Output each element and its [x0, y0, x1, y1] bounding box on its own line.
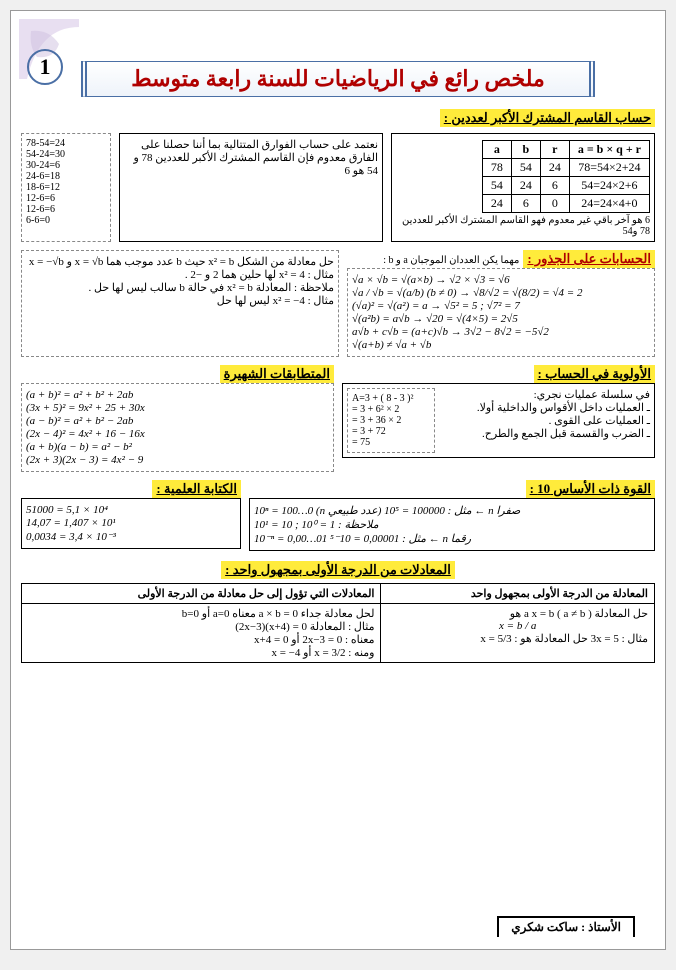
roots-col: الحسابات على الجذور : مهما يكن العددان ا…	[347, 250, 655, 357]
footer-author: الأستاذ : ساكت شكري	[497, 916, 635, 937]
row-gcd: a b r a = b × q + r 78542478=54×2+24 542…	[21, 133, 655, 242]
eq1-heading: المعادلات من الدرجة الأولى بمجهول واحد :	[21, 561, 655, 579]
gcd-note: 6 هو آخر باقي غير معدوم فهو القاسم المشت…	[396, 215, 650, 237]
gcd-th: b	[511, 141, 540, 159]
page-number: 1	[27, 49, 63, 85]
author-name: ساكت شكري	[511, 920, 578, 934]
gcd-explain: نعتمد على حساب الفوارق المتتالية بما أنن…	[133, 139, 378, 177]
eq1-c1: حل المعادلة a x = b ( a ≠ b ) هو x = b /…	[381, 604, 655, 663]
gcd-th: r	[540, 141, 569, 159]
identities-box: (a + b)² = a² + b² + 2ab (3x + 5)² = 9x²…	[21, 383, 334, 472]
section-title-gcd: حساب القاسم المشترك الأكبر لعددين :	[440, 109, 655, 127]
p10-box: 10ⁿ = 100…0 (n عدد طبيعي) مثل : 100000 =…	[249, 498, 655, 551]
sci-box: 51000 = 5,1 × 10⁴ 14,07 = 1,407 × 10¹ 0,…	[21, 498, 241, 549]
page: 1 ملخص رائع في الرياضيات للسنة رابعة متو…	[10, 10, 666, 950]
eq1-h2: المعادلات التي تؤول إلى حل معادلة من الد…	[22, 584, 381, 604]
quad-box: حل معادلة من الشكل x² = b حيث b عدد موجب…	[21, 250, 339, 357]
priority-box: في سلسلة عمليات نجري: ـ العمليات داخل ال…	[342, 383, 655, 458]
quad-l: حل معادلة من الشكل x² = b حيث b عدد موجب…	[26, 255, 334, 268]
roots-subtitle: مهما يكن العددان الموجبان a و b :	[383, 255, 519, 266]
p10-col: القوة ذات الأساس 10 : 10ⁿ = 100…0 (n عدد…	[249, 480, 655, 551]
gcd-explain-box: نعتمد على حساب الفوارق المتتالية بما أنن…	[119, 133, 383, 242]
sci-col: الكتابة العلمية : 51000 = 5,1 × 10⁴ 14,0…	[21, 480, 241, 551]
eq1-table: المعادلة من الدرجة الأولى بمجهول واحد ال…	[21, 583, 655, 663]
roots-box: √a × √b = √(a×b) → √2 × √3 = √6 √a / √b …	[347, 268, 655, 357]
section-title-eq1: المعادلات من الدرجة الأولى بمجهول واحد :	[221, 561, 455, 579]
section-title-priority: الأولوية في الحساب :	[534, 365, 655, 383]
gcd-th: a = b × q + r	[569, 141, 649, 159]
gcd-table-box: a b r a = b × q + r 78542478=54×2+24 542…	[391, 133, 655, 242]
gcd-table: a b r a = b × q + r 78542478=54×2+24 542…	[482, 140, 650, 213]
gcd-diffs-box: 78-54=24 54-24=30 30-24=6 24-6=18 18-6=1…	[21, 133, 111, 242]
section-title-identities: المتطابقات الشهيرة	[220, 365, 334, 383]
priority-col: الأولوية في الحساب : في سلسلة عمليات نجر…	[342, 365, 655, 472]
section-title-p10: القوة ذات الأساس 10 :	[526, 480, 655, 498]
author-label: الأستاذ :	[581, 920, 621, 934]
gcd-th: a	[482, 141, 511, 159]
section-title-sci: الكتابة العلمية :	[152, 480, 241, 498]
eq1-h1: المعادلة من الدرجة الأولى بمجهول واحد	[381, 584, 655, 604]
page-title: ملخص رائع في الرياضيات للسنة رابعة متوسط	[81, 61, 595, 97]
section-title-roots: الحسابات على الجذور :	[523, 250, 655, 268]
page-number-value: 1	[40, 54, 51, 80]
eq1-c2: لحل معادلة جداء 0 = a × b معناه a=0 أو b…	[22, 604, 381, 663]
identities-col: المتطابقات الشهيرة (a + b)² = a² + b² + …	[21, 365, 334, 472]
